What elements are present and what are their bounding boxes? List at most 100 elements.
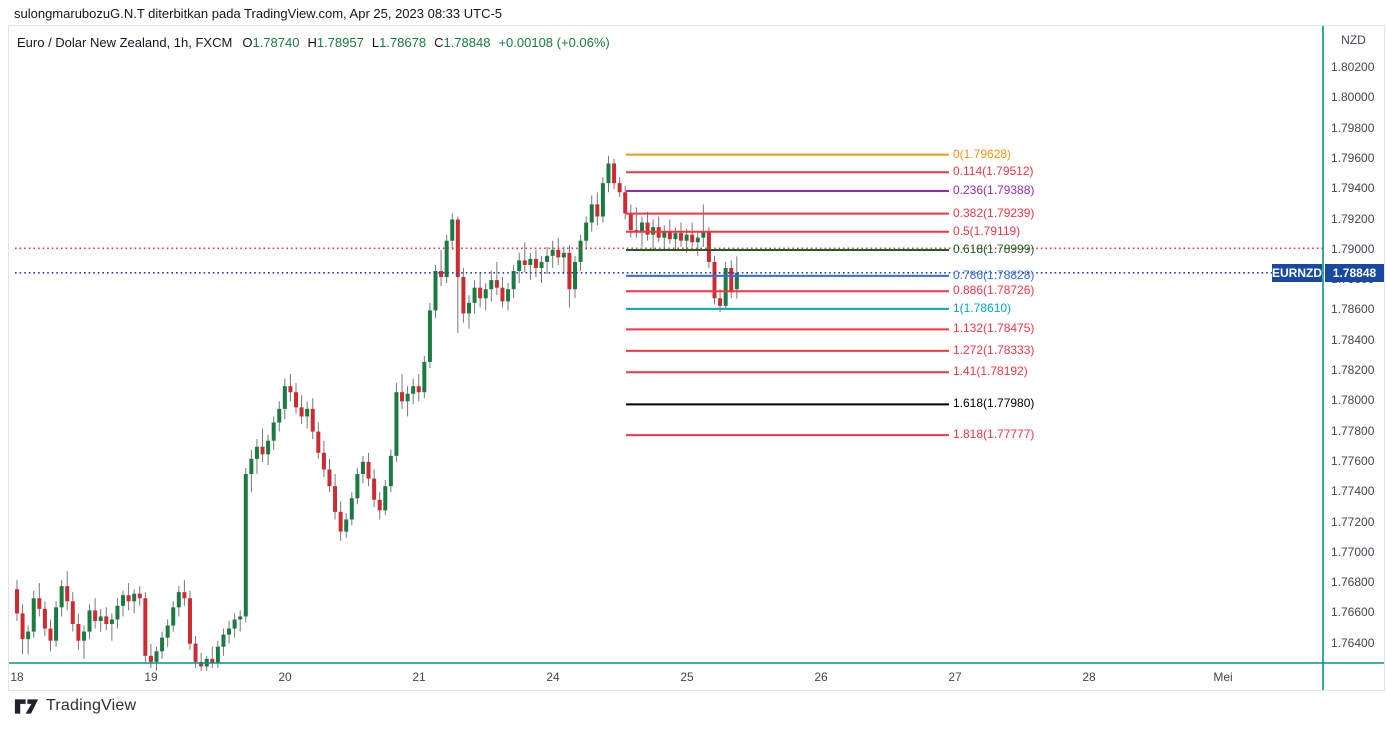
candle [266,434,271,465]
candle [232,613,237,638]
candle [400,374,405,409]
time-axis-label: 27 [948,670,962,684]
candle [595,192,600,226]
candle [422,355,427,399]
time-axis-label: 21 [412,670,426,684]
price-axis-label: 1.76800 [1331,575,1375,590]
candle [81,625,86,659]
tradingview-logo[interactable]: TradingView [14,697,136,715]
candle [439,249,444,287]
fib-label-0.786: 0.786(1.78828) [953,267,1035,282]
candle [54,601,59,647]
current-price-badge: 1.78848 [1325,263,1384,282]
candle [305,401,310,429]
candle [160,631,165,659]
candle [645,211,650,241]
candle [199,652,204,671]
candle [87,604,92,640]
candle [360,455,365,484]
candle [109,613,114,641]
time-axis-label: 26 [814,670,828,684]
candle [606,155,611,193]
candle [70,592,75,632]
fib-label-0.236: 0.236(1.79388) [953,183,1035,198]
candle [388,449,393,493]
candle [550,240,555,268]
candle [472,280,477,314]
ohlc-low-label: L [371,35,380,50]
price-axis-label: 1.79000 [1331,241,1375,256]
candle [483,283,488,311]
candle [355,467,360,505]
candle [260,428,265,462]
candle [723,261,728,309]
time-axis[interactable] [9,663,1384,690]
candle [121,590,126,617]
candle [20,604,25,655]
price-axis-label: 1.79400 [1331,181,1375,196]
candle [176,586,181,617]
price-axis-label: 1.76400 [1331,635,1375,650]
candle [299,395,304,425]
candle [461,267,466,323]
candle [148,643,153,668]
candle [310,398,315,440]
candle [187,590,192,650]
tradingview-logo-text: TradingView [46,697,137,714]
candle [489,271,494,302]
candle [349,492,354,526]
candle [321,440,326,478]
fib-label-1.818: 1.818(1.77777) [953,427,1035,442]
candle [372,469,377,508]
ohlc-open-label: O [242,35,253,50]
candle [712,255,717,305]
candle [126,583,131,611]
tradingview-logo-icon [14,698,39,714]
candle [494,261,499,296]
candle [539,255,544,284]
fib-label-0.618: 0.618(1.78999) [953,241,1035,256]
attribution-text: sulongmarubozuG.N.T diterbitkan pada Tra… [14,6,503,21]
candle [466,295,471,329]
price-axis-label: 1.77600 [1331,453,1375,468]
candle [333,474,338,520]
symbol-badge: EURNZD [1272,263,1322,282]
candle [545,246,550,275]
price-axis-label: 1.77400 [1331,484,1375,499]
candle [612,158,617,190]
candle [500,277,505,308]
candle [444,234,449,284]
candle [165,619,170,647]
chart-frame: Euro / Dolar New Zealand, 1h, FXCM O1.787… [8,25,1385,691]
candle [221,628,226,656]
candle [137,586,142,606]
candle [238,610,243,632]
candle [344,513,349,538]
candle [76,613,81,650]
candle [26,625,31,655]
candle [506,283,511,311]
fib-label-1: 1(1.78610) [953,300,1012,315]
chart-pane[interactable] [9,26,1384,690]
time-axis-label: 28 [1082,670,1096,684]
time-axis-label: 20 [278,670,292,684]
candle [282,378,287,420]
fib-label-0: 0(1.79628) [953,146,1012,161]
candle [416,374,421,402]
ohlc-low-value: 1.78678 [379,35,427,50]
candle [511,264,516,299]
candle [729,260,734,299]
candle [589,195,594,232]
fib-retracement[interactable] [626,153,949,437]
price-axis-label: 1.78600 [1331,302,1375,317]
ohlc-high-value: 1.78957 [316,35,364,50]
price-axis-label: 1.79200 [1331,211,1375,226]
candle [690,222,695,247]
ohlc-close-label: C [434,35,444,50]
candle [528,252,533,281]
candle [584,216,589,250]
price-axis-label: 1.79600 [1331,150,1375,165]
fib-label-1.272: 1.272(1.78333) [953,342,1035,357]
candle [478,272,483,308]
candle [662,225,667,250]
